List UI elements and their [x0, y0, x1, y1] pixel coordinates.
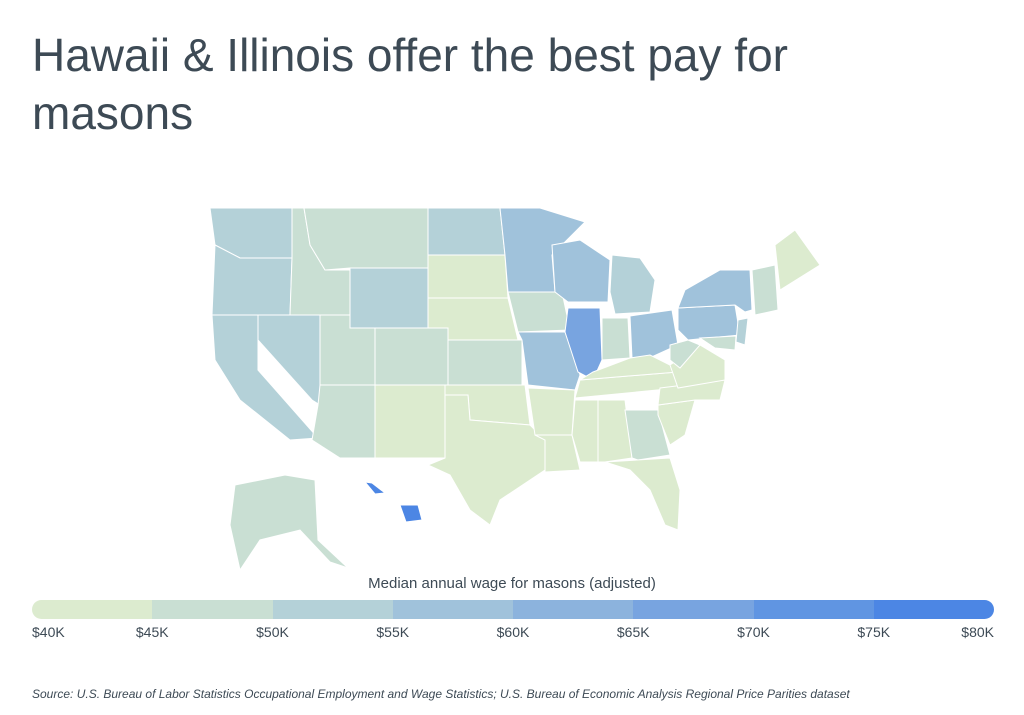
state-maryland[interactable] — [698, 335, 737, 351]
state-nevada[interactable] — [257, 314, 321, 406]
legend-tick-label: $60K — [496, 624, 530, 640]
legend-segment — [152, 600, 273, 619]
state-hawaii[interactable] — [399, 504, 423, 523]
legend-segment — [392, 600, 513, 619]
state-louisiana[interactable] — [534, 434, 581, 473]
page-title: Hawaii & Illinois offer the best pay for… — [32, 29, 788, 139]
legend-color-bar — [32, 600, 994, 619]
state-wisconsin[interactable] — [551, 239, 611, 303]
state-colorado[interactable] — [374, 327, 449, 386]
legend-segment — [513, 600, 634, 619]
state-georgia[interactable] — [624, 409, 671, 461]
legend-segment — [753, 600, 874, 619]
state-florida[interactable] — [604, 457, 681, 531]
state-wyoming[interactable] — [349, 267, 429, 329]
state-maine[interactable] — [774, 229, 820, 291]
legend-tick-label: $75K — [857, 624, 891, 640]
state-iowa[interactable] — [507, 291, 571, 333]
state-north-dakota[interactable] — [427, 207, 506, 256]
state-new-mexico[interactable] — [374, 384, 446, 459]
state-michigan[interactable] — [609, 254, 656, 315]
state-west-virginia[interactable] — [669, 339, 701, 369]
legend-ticks: $40K $45K $50K $55K $60K $65K $70K $75K … — [32, 624, 994, 644]
state-arizona[interactable] — [311, 384, 376, 459]
state-texas[interactable] — [426, 394, 546, 526]
state-alaska[interactable] — [229, 474, 349, 572]
legend-tick-label: $70K — [737, 624, 770, 640]
legend-segment — [32, 600, 153, 619]
state-arkansas[interactable] — [527, 387, 576, 436]
state-kansas[interactable] — [447, 339, 523, 386]
us-choropleth-map — [209, 207, 820, 572]
legend-tick-label: $80K — [961, 624, 994, 640]
legend-title: Median annual wage for masons (adjusted) — [368, 575, 656, 592]
state-montana[interactable] — [303, 207, 429, 271]
legend-segment — [272, 600, 393, 619]
legend-tick-label: $65K — [616, 624, 650, 640]
state-ohio[interactable] — [629, 309, 679, 361]
state-new-york[interactable] — [677, 269, 753, 313]
legend-tick-label: $50K — [256, 624, 289, 640]
legend-tick-label: $45K — [135, 624, 169, 640]
legend-segment — [633, 600, 754, 619]
state-pennsylvania[interactable] — [677, 304, 741, 341]
state-south-dakota[interactable] — [427, 254, 509, 299]
legend-tick-label: $40K — [32, 624, 65, 640]
state-alabama[interactable] — [597, 399, 633, 463]
state-hawaii-islets[interactable] — [363, 481, 387, 495]
legend-tick-label: $55K — [376, 624, 410, 640]
source-note: Source: U.S. Bureau of Labor Statistics … — [32, 687, 850, 701]
legend-segment — [873, 600, 994, 619]
state-new-england[interactable] — [751, 264, 779, 316]
state-indiana[interactable] — [601, 317, 631, 361]
state-new-jersey[interactable] — [735, 317, 749, 346]
state-mississippi[interactable] — [571, 399, 599, 463]
